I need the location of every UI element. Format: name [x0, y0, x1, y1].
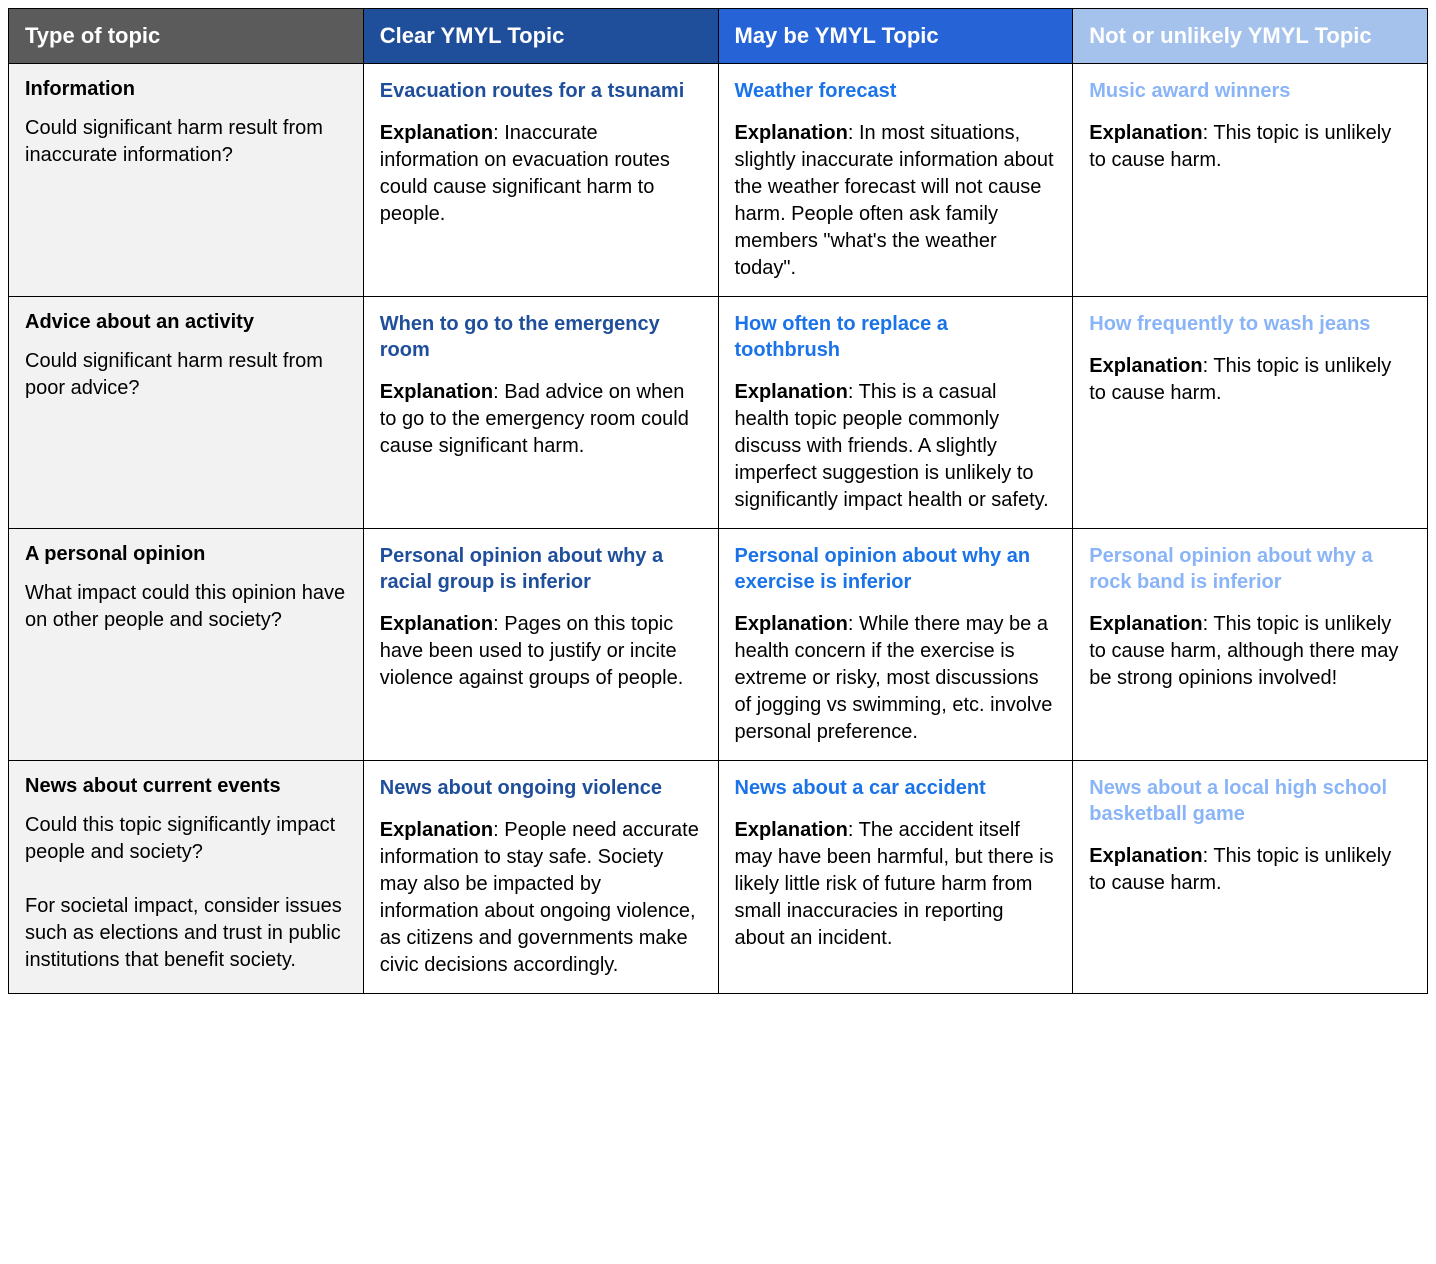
- maybe-ymyl-title: News about a car accident: [735, 775, 1057, 801]
- row-desc: Could significant harm result from poor …: [25, 348, 347, 402]
- not-ymyl-cell: How frequently to wash jeans Explanation:…: [1073, 297, 1428, 529]
- row-desc: Could this topic significantly impact pe…: [25, 812, 347, 974]
- row-type-cell: Information Could significant harm result…: [9, 64, 364, 297]
- explanation-label: Explanation: [1089, 122, 1202, 144]
- header-row: Type of topic Clear YMYL Topic May be YM…: [9, 9, 1428, 64]
- clear-ymyl-explanation: Explanation: Bad advice on when to go to…: [380, 379, 702, 460]
- not-ymyl-explanation: Explanation: This topic is unlikely to c…: [1089, 120, 1411, 174]
- row-title: Information: [25, 78, 347, 101]
- table-body: Information Could significant harm result…: [9, 64, 1428, 994]
- header-clear: Clear YMYL Topic: [363, 9, 718, 64]
- row-desc: What impact could this opinion have on o…: [25, 580, 347, 634]
- maybe-ymyl-explanation-text: In most situations, slightly inaccurate …: [735, 122, 1054, 279]
- row-title: A personal opinion: [25, 543, 347, 566]
- explanation-label: Explanation: [735, 613, 848, 635]
- row-title: Advice about an activity: [25, 311, 347, 334]
- clear-ymyl-title: Evacuation routes for a tsunami: [380, 78, 702, 104]
- clear-ymyl-explanation: Explanation: Inaccurate information on e…: [380, 120, 702, 228]
- table-row: News about current events Could this topi…: [9, 761, 1428, 994]
- maybe-ymyl-cell: Weather forecast Explanation: In most sit…: [718, 64, 1073, 297]
- clear-ymyl-cell: Evacuation routes for a tsunami Explanati…: [363, 64, 718, 297]
- maybe-ymyl-explanation: Explanation: In most situations, slightl…: [735, 120, 1057, 282]
- not-ymyl-title: How frequently to wash jeans: [1089, 311, 1411, 337]
- explanation-label: Explanation: [1089, 613, 1202, 635]
- clear-ymyl-cell: Personal opinion about why a racial grou…: [363, 529, 718, 761]
- clear-ymyl-title: News about ongoing violence: [380, 775, 702, 801]
- clear-ymyl-explanation: Explanation: Pages on this topic have be…: [380, 611, 702, 692]
- maybe-ymyl-cell: Personal opinion about why an exercise i…: [718, 529, 1073, 761]
- clear-ymyl-explanation: Explanation: People need accurate inform…: [380, 817, 702, 979]
- row-type-cell: A personal opinion What impact could this…: [9, 529, 364, 761]
- not-ymyl-explanation: Explanation: This topic is unlikely to c…: [1089, 843, 1411, 897]
- not-ymyl-title: News about a local high school basketbal…: [1089, 775, 1411, 827]
- explanation-label: Explanation: [735, 381, 848, 403]
- maybe-ymyl-cell: News about a car accident Explanation: Th…: [718, 761, 1073, 994]
- explanation-label: Explanation: [380, 381, 493, 403]
- row-title: News about current events: [25, 775, 347, 798]
- explanation-label: Explanation: [1089, 355, 1202, 377]
- maybe-ymyl-explanation: Explanation: While there may be a health…: [735, 611, 1057, 746]
- not-ymyl-explanation: Explanation: This topic is unlikely to c…: [1089, 353, 1411, 407]
- not-ymyl-cell: News about a local high school basketbal…: [1073, 761, 1428, 994]
- clear-ymyl-title: When to go to the emergency room: [380, 311, 702, 363]
- explanation-label: Explanation: [380, 613, 493, 635]
- clear-ymyl-title: Personal opinion about why a racial grou…: [380, 543, 702, 595]
- explanation-label: Explanation: [380, 819, 493, 841]
- not-ymyl-explanation: Explanation: This topic is unlikely to c…: [1089, 611, 1411, 692]
- not-ymyl-title: Personal opinion about why a rock band i…: [1089, 543, 1411, 595]
- header-maybe: May be YMYL Topic: [718, 9, 1073, 64]
- maybe-ymyl-cell: How often to replace a toothbrush Explana…: [718, 297, 1073, 529]
- maybe-ymyl-title: How often to replace a toothbrush: [735, 311, 1057, 363]
- explanation-label: Explanation: [735, 819, 848, 841]
- row-type-cell: Advice about an activity Could significan…: [9, 297, 364, 529]
- maybe-ymyl-explanation: Explanation: This is a casual health top…: [735, 379, 1057, 514]
- clear-ymyl-explanation-text: People need accurate information to stay…: [380, 819, 699, 976]
- explanation-label: Explanation: [735, 122, 848, 144]
- maybe-ymyl-title: Weather forecast: [735, 78, 1057, 104]
- not-ymyl-cell: Music award winners Explanation: This top…: [1073, 64, 1428, 297]
- explanation-label: Explanation: [1089, 845, 1202, 867]
- explanation-label: Explanation: [380, 122, 493, 144]
- not-ymyl-cell: Personal opinion about why a rock band i…: [1073, 529, 1428, 761]
- not-ymyl-title: Music award winners: [1089, 78, 1411, 104]
- ymyl-table: Type of topic Clear YMYL Topic May be YM…: [8, 8, 1428, 994]
- row-type-cell: News about current events Could this topi…: [9, 761, 364, 994]
- clear-ymyl-cell: News about ongoing violence Explanation: …: [363, 761, 718, 994]
- maybe-ymyl-title: Personal opinion about why an exercise i…: [735, 543, 1057, 595]
- table-row: Advice about an activity Could significan…: [9, 297, 1428, 529]
- clear-ymyl-cell: When to go to the emergency room Explanat…: [363, 297, 718, 529]
- maybe-ymyl-explanation: Explanation: The accident itself may hav…: [735, 817, 1057, 952]
- table-row: A personal opinion What impact could this…: [9, 529, 1428, 761]
- header-type: Type of topic: [9, 9, 364, 64]
- header-not: Not or unlikely YMYL Topic: [1073, 9, 1428, 64]
- row-desc: Could significant harm result from inacc…: [25, 115, 347, 169]
- table-row: Information Could significant harm result…: [9, 64, 1428, 297]
